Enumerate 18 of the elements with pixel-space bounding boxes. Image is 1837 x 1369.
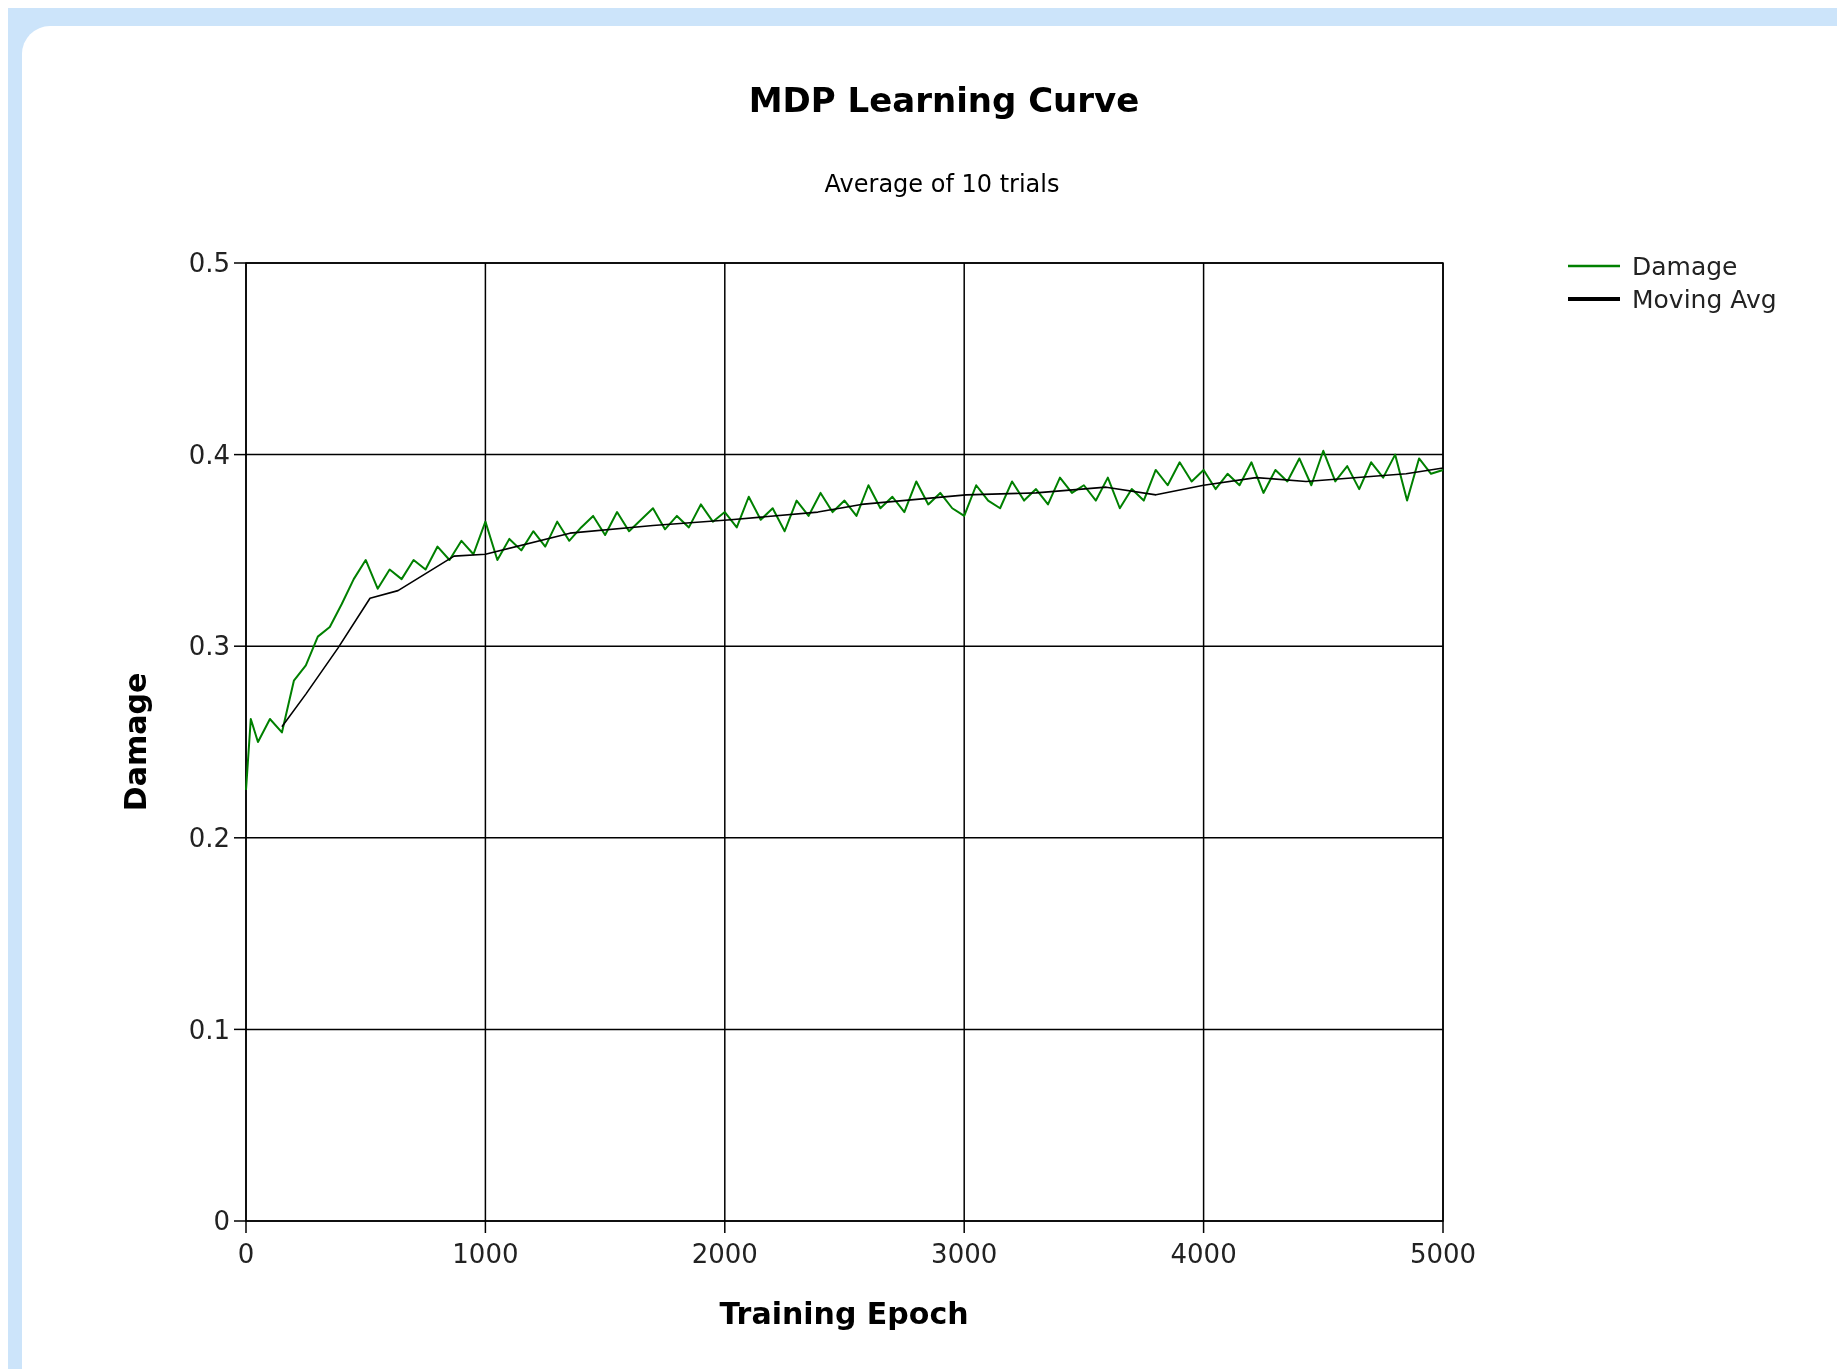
- chart-title: MDP Learning Curve: [748, 80, 1140, 120]
- y-axis-title: Damage: [118, 672, 153, 812]
- y-tick-label: 0.3: [188, 631, 230, 662]
- x-tick-label: 1000: [452, 1239, 519, 1269]
- y-tick-label: 0.2: [188, 822, 230, 853]
- chart-subtitle: Average of 10 trials: [824, 170, 1060, 198]
- x-tick-label: 2000: [691, 1239, 758, 1269]
- legend-label: Damage: [1632, 251, 1738, 281]
- y-tick-label: 0.4: [188, 439, 230, 470]
- y-tick-label: 0: [213, 1206, 230, 1237]
- legend-label: Moving Avg: [1632, 284, 1777, 314]
- x-tick-label: 0: [237, 1239, 255, 1269]
- x-tick-label: 5000: [1409, 1239, 1477, 1269]
- x-tick-label: 4000: [1170, 1239, 1237, 1269]
- y-tick-label: 0.5: [188, 248, 230, 279]
- x-axis-title: Training Epoch: [719, 1296, 969, 1331]
- x-tick-label: 3000: [931, 1239, 998, 1269]
- y-tick-label: 0.1: [188, 1014, 230, 1045]
